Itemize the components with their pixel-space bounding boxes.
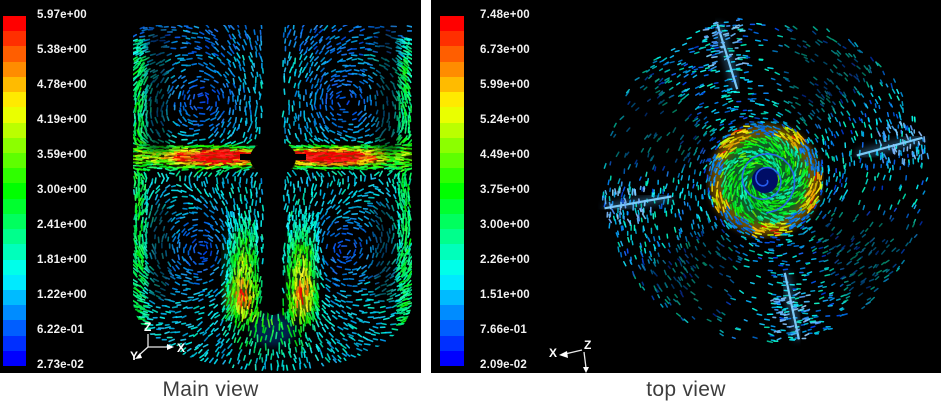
main-view-panel: Z Y X 5.97e+00 5.38e+00 4.78e+00 4.19e+00 3.…	[0, 0, 421, 373]
top-view-caption: top view	[431, 373, 941, 406]
axis-label-z: Z	[144, 320, 151, 334]
axis-label-y: Y	[130, 349, 138, 363]
axis-label-x: X	[549, 346, 557, 360]
axis-label-z: Z	[584, 338, 591, 352]
main-view-vector-canvas: Z Y X	[130, 25, 412, 371]
top-view-panel: X Z 7.48e+00 6.73e+00 5.99e+00 5.24e+00 4.49…	[431, 0, 941, 373]
main-view-caption: Main view	[0, 373, 421, 406]
axis-label-x: X	[177, 341, 185, 355]
main-view-axis-triad: Z Y X	[130, 320, 185, 363]
main-view-caption-text: Main view	[162, 377, 259, 401]
top-view-vector-canvas: X Z	[549, 11, 930, 373]
top-view-axis-triad: X Z	[549, 338, 591, 373]
top-view-caption-text: top view	[646, 377, 726, 401]
